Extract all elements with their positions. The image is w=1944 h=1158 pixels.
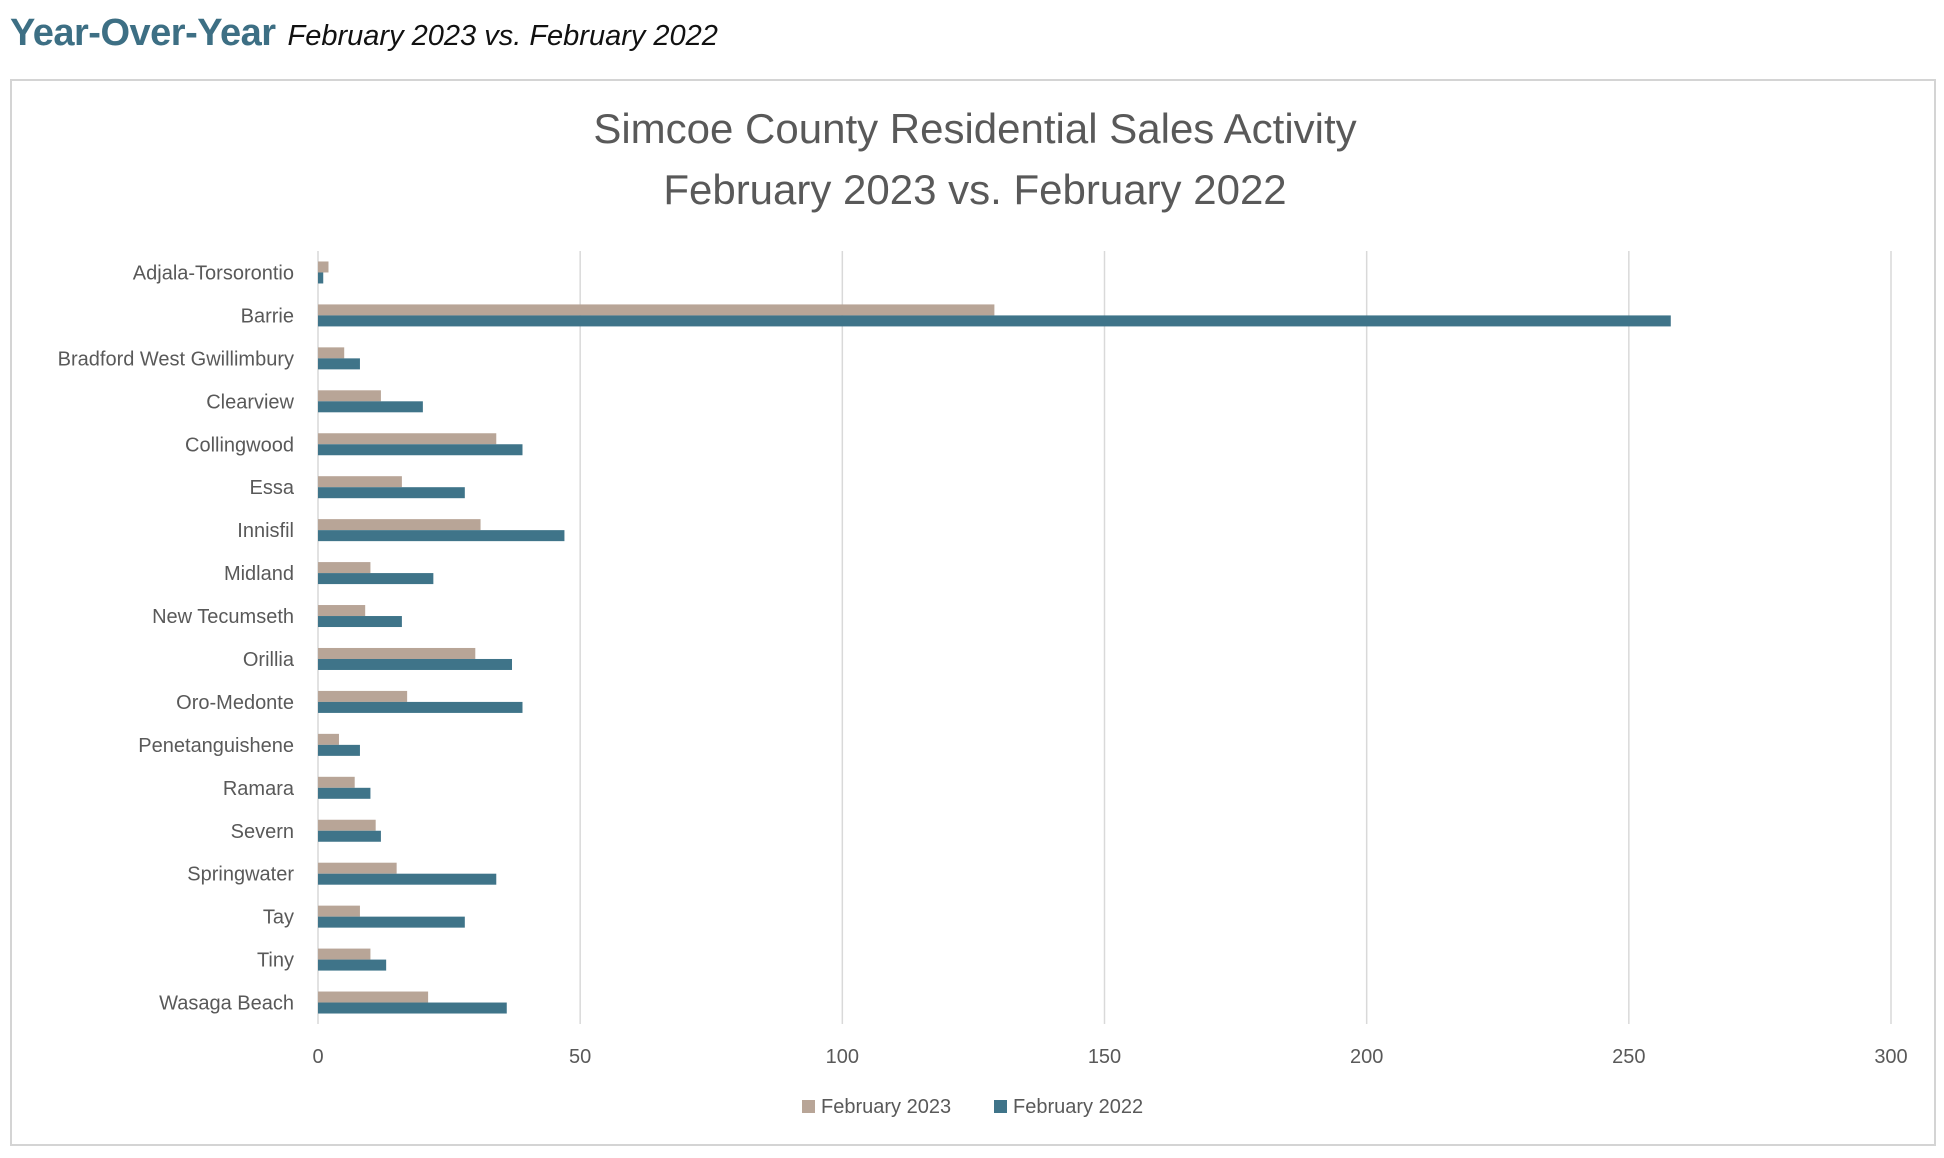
- bar-2023-orillia: [318, 647, 476, 659]
- bar-2022-adjala-torsorontio: [318, 272, 324, 284]
- bar-2023-essa: [318, 476, 402, 488]
- category-label: Clearview: [206, 391, 294, 413]
- legend-swatch: [994, 1100, 1007, 1113]
- category-label: Adjala-Torsorontio: [133, 262, 294, 284]
- x-tick-label: 250: [1612, 1046, 1645, 1068]
- category-label: Innisfil: [237, 520, 294, 542]
- bar-2023-adjala-torsorontio: [318, 261, 329, 273]
- bar-2023-innisfil: [318, 519, 481, 531]
- bar-2023-springwater: [318, 862, 397, 874]
- category-label: Severn: [231, 821, 294, 843]
- category-label: Orillia: [243, 649, 295, 671]
- bar-2022-oro-medonte: [318, 701, 523, 713]
- bar-2023-tiny: [318, 948, 371, 960]
- bar-2022-tiny: [318, 959, 387, 971]
- bar-2023-clearview: [318, 390, 381, 402]
- legend-label: February 2022: [1013, 1096, 1143, 1118]
- bar-2022-tay: [318, 916, 465, 928]
- x-tick-label: 0: [312, 1046, 323, 1068]
- category-label: Tay: [263, 907, 294, 929]
- x-axis-tick-labels: 0 50 100 150 200 250 300: [312, 1046, 1907, 1068]
- category-label: Collingwood: [185, 434, 294, 456]
- bar-2023-barrie: [318, 304, 995, 316]
- bar-2023-oro-medonte: [318, 690, 408, 702]
- page-title: Year-Over-Year: [10, 12, 276, 54]
- bars: [318, 261, 1671, 1014]
- category-label: Essa: [250, 477, 295, 499]
- bar-2023-bradford-west-gwillimbury: [318, 347, 345, 359]
- category-label: New Tecumseth: [152, 606, 294, 628]
- legend-label: February 2023: [821, 1096, 951, 1118]
- legend-swatch: [802, 1100, 815, 1113]
- category-label: Ramara: [223, 778, 295, 800]
- legend: February 2023 February 2022: [802, 1096, 1143, 1118]
- x-tick-label: 300: [1874, 1046, 1907, 1068]
- bar-2023-wasaga-beach: [318, 991, 429, 1003]
- bar-2022-new-tecumseth: [318, 616, 402, 628]
- bar-2022-bradford-west-gwillimbury: [318, 358, 360, 370]
- bar-2022-orillia: [318, 658, 513, 670]
- bar-2023-penetanguishene: [318, 733, 339, 745]
- bar-2022-severn: [318, 830, 381, 842]
- bar-2022-midland: [318, 573, 434, 585]
- bar-2022-essa: [318, 487, 465, 499]
- bar-2022-wasaga-beach: [318, 1002, 507, 1014]
- category-label: Tiny: [257, 950, 294, 972]
- x-tick-label: 100: [826, 1046, 859, 1068]
- x-tick-label: 150: [1088, 1046, 1121, 1068]
- bar-2022-collingwood: [318, 444, 523, 456]
- bar-2023-midland: [318, 562, 371, 574]
- bar-2022-clearview: [318, 401, 423, 413]
- legend-item-february-2022: February 2022: [994, 1096, 1143, 1118]
- bar-2022-springwater: [318, 873, 497, 885]
- bar-2022-penetanguishene: [318, 744, 360, 756]
- chart-title-line-1: Simcoe County Residential Sales Activity: [593, 105, 1356, 152]
- chart-title: Simcoe County Residential Sales Activity…: [593, 105, 1356, 213]
- bar-2022-ramara: [318, 787, 371, 799]
- bar-2022-barrie: [318, 315, 1671, 327]
- category-label: Springwater: [187, 864, 294, 886]
- category-label: Penetanguishene: [138, 735, 294, 757]
- category-label: Barrie: [241, 305, 294, 327]
- bar-2023-tay: [318, 905, 360, 917]
- gridlines: [317, 251, 1892, 1024]
- category-label: Bradford West Gwillimbury: [58, 348, 294, 370]
- category-label: Wasaga Beach: [159, 993, 294, 1015]
- x-tick-label: 50: [569, 1046, 591, 1068]
- category-labels: Adjala-Torsorontio Barrie Bradford West Gw…: [58, 262, 295, 1014]
- category-label: Midland: [224, 563, 294, 585]
- bar-2023-ramara: [318, 776, 355, 788]
- page-header: Year-Over-Year February 2023 vs. Februar…: [10, 12, 718, 62]
- bar-2022-innisfil: [318, 530, 565, 542]
- bar-2023-new-tecumseth: [318, 605, 366, 617]
- bar-2023-severn: [318, 819, 376, 831]
- bar-2023-collingwood: [318, 433, 497, 445]
- x-tick-label: 200: [1350, 1046, 1383, 1068]
- legend-item-february-2023: February 2023: [802, 1096, 951, 1118]
- page-subtitle: February 2023 vs. February 2022: [287, 20, 718, 52]
- category-label: Oro-Medonte: [176, 692, 294, 714]
- chart-title-line-2: February 2023 vs. February 2022: [663, 166, 1286, 213]
